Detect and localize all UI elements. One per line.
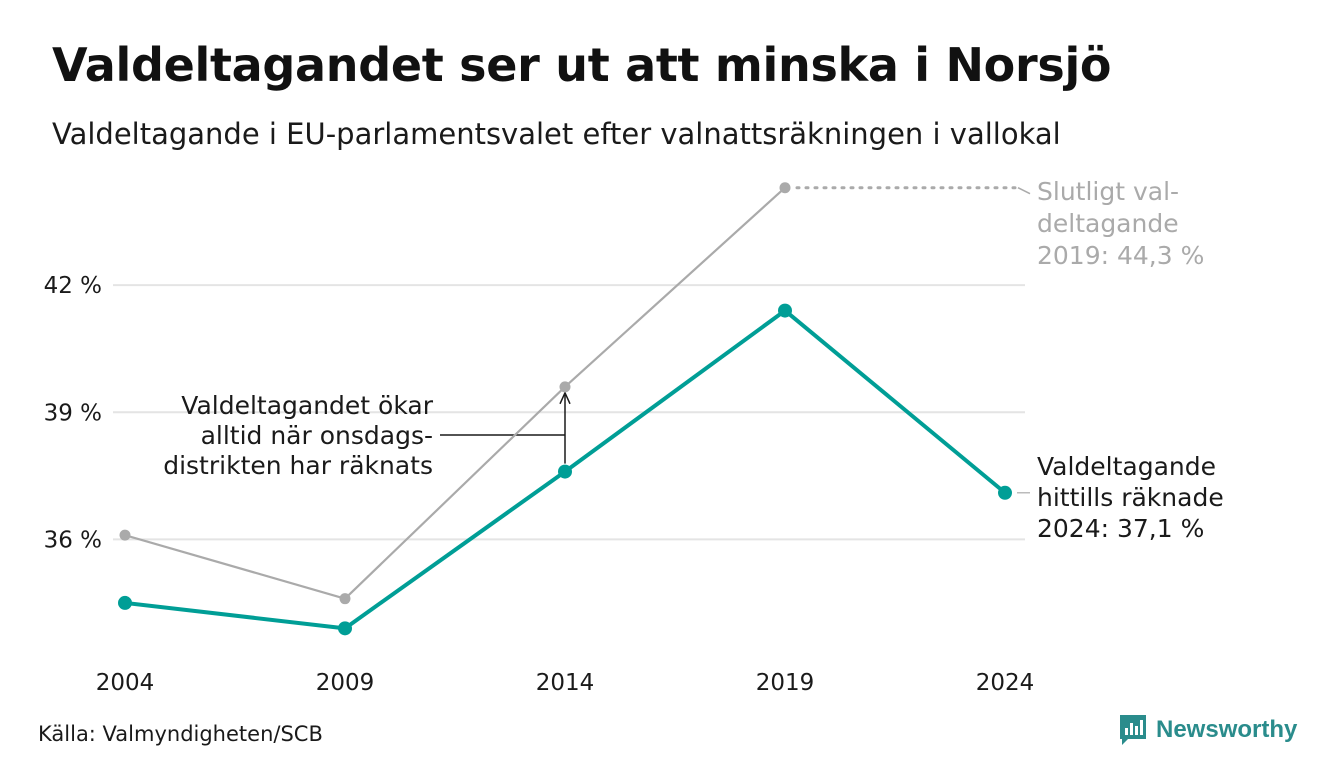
x-tick-label: 2009 (316, 670, 375, 696)
annotation-line: alltid när onsdags- (201, 421, 433, 450)
annotation-line: 2024: 37,1 % (1037, 514, 1204, 543)
chart-title: Valdeltagandet ser ut att minska i Norsj… (52, 38, 1112, 92)
data-point (559, 381, 571, 393)
y-tick-label: 42 % (44, 273, 102, 299)
newsworthy-logo-icon (1120, 715, 1146, 745)
brand-logo: Newsworthy (1118, 713, 1297, 747)
annotation-text: Valdeltagandet ökar alltid när onsdags-di… (163, 391, 433, 480)
annotation-text: Slutligt val-deltagande 2019: 44,3 % (1037, 177, 1204, 270)
annotation-line: 2019: 44,3 % (1037, 241, 1204, 270)
annotation-line: Slutligt val- (1037, 177, 1179, 206)
data-point (778, 303, 792, 318)
x-tick-label: 2004 (96, 670, 155, 696)
data-point (558, 464, 572, 479)
brand-name: Newsworthy (1156, 716, 1298, 743)
x-axis-ticks: 2004 2009 2014 2019 2024 (96, 670, 1035, 696)
data-point (998, 485, 1012, 500)
leader-tick (1017, 187, 1031, 195)
x-tick-label: 2014 (536, 670, 595, 696)
data-point (118, 595, 132, 610)
annotation-text: Valdeltagande hittills räknade 2024: 37,1 … (1037, 452, 1224, 543)
annotation-line: hittills räknade (1037, 483, 1224, 512)
series-lines (118, 182, 1012, 636)
annotation-line: distrikten har räknats (163, 451, 433, 480)
x-tick-label: 2019 (756, 670, 815, 696)
x-tick-label: 2024 (976, 670, 1035, 696)
annotation-line: deltagande (1037, 209, 1179, 238)
annotations: Slutligt val-deltagande 2019: 44,3 % Valde… (163, 177, 1223, 543)
chart-subtitle: Valdeltagande i EU-parlamentsvalet efter… (52, 117, 1061, 151)
y-tick-label: 36 % (44, 527, 102, 553)
y-tick-label: 39 % (44, 400, 102, 426)
annotation-leaders (440, 186, 1031, 494)
annotation-line: Valdeltagandet ökar (181, 391, 433, 420)
data-point (779, 182, 791, 194)
data-point (339, 593, 351, 605)
series-line (124, 186, 786, 600)
arrow-head (559, 391, 571, 405)
y-axis-ticks: 36 % 39 % 42 % (44, 273, 102, 553)
data-point (338, 621, 352, 636)
data-point (119, 529, 131, 541)
source-note: Källa: Valmyndigheten/SCB (38, 722, 323, 746)
annotation-line: Valdeltagande (1037, 452, 1216, 481)
grid-lines (113, 284, 1025, 541)
